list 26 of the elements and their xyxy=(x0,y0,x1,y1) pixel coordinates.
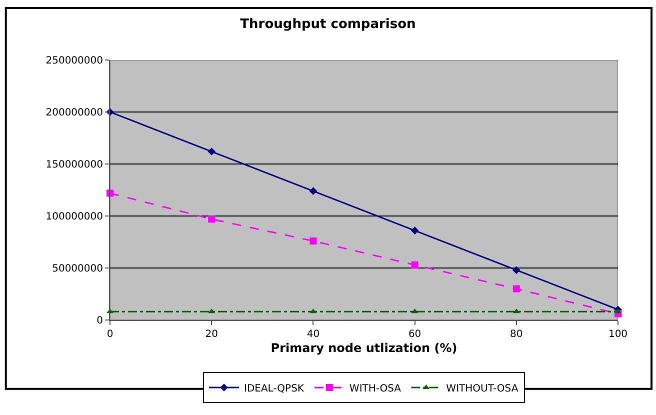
x-tick-label: 0 xyxy=(106,329,114,340)
point xyxy=(512,285,520,292)
x-tick-label: 100 xyxy=(608,329,628,340)
y-tick-label: 200000000 xyxy=(46,108,103,118)
legend-label: IDEAL-QPSK xyxy=(244,383,304,394)
legend-label: WITHOUT-OSA xyxy=(446,383,518,394)
point xyxy=(614,308,622,314)
y-tick-label: 0 xyxy=(96,316,103,326)
x-axis-title: Primary node utlization (%) xyxy=(270,340,458,355)
legend-label: WITH-OSA xyxy=(349,383,402,394)
x-tick-label: 80 xyxy=(510,329,523,340)
y-tick-label: 150000000 xyxy=(46,160,103,170)
y-tick-label: 100000000 xyxy=(46,212,103,222)
point xyxy=(208,216,216,223)
point xyxy=(410,226,419,234)
point xyxy=(411,261,418,268)
y-tick-label: 250000000 xyxy=(46,56,103,66)
x-tick-label: 40 xyxy=(306,329,320,340)
point xyxy=(208,148,216,156)
point xyxy=(310,237,317,244)
point xyxy=(512,266,520,274)
y-tick-label: 50000000 xyxy=(52,264,103,274)
x-tick-label: 20 xyxy=(205,329,218,340)
point xyxy=(309,187,318,195)
chart-title: Throughput comparison xyxy=(240,16,416,32)
x-tick-label: 60 xyxy=(408,329,422,340)
